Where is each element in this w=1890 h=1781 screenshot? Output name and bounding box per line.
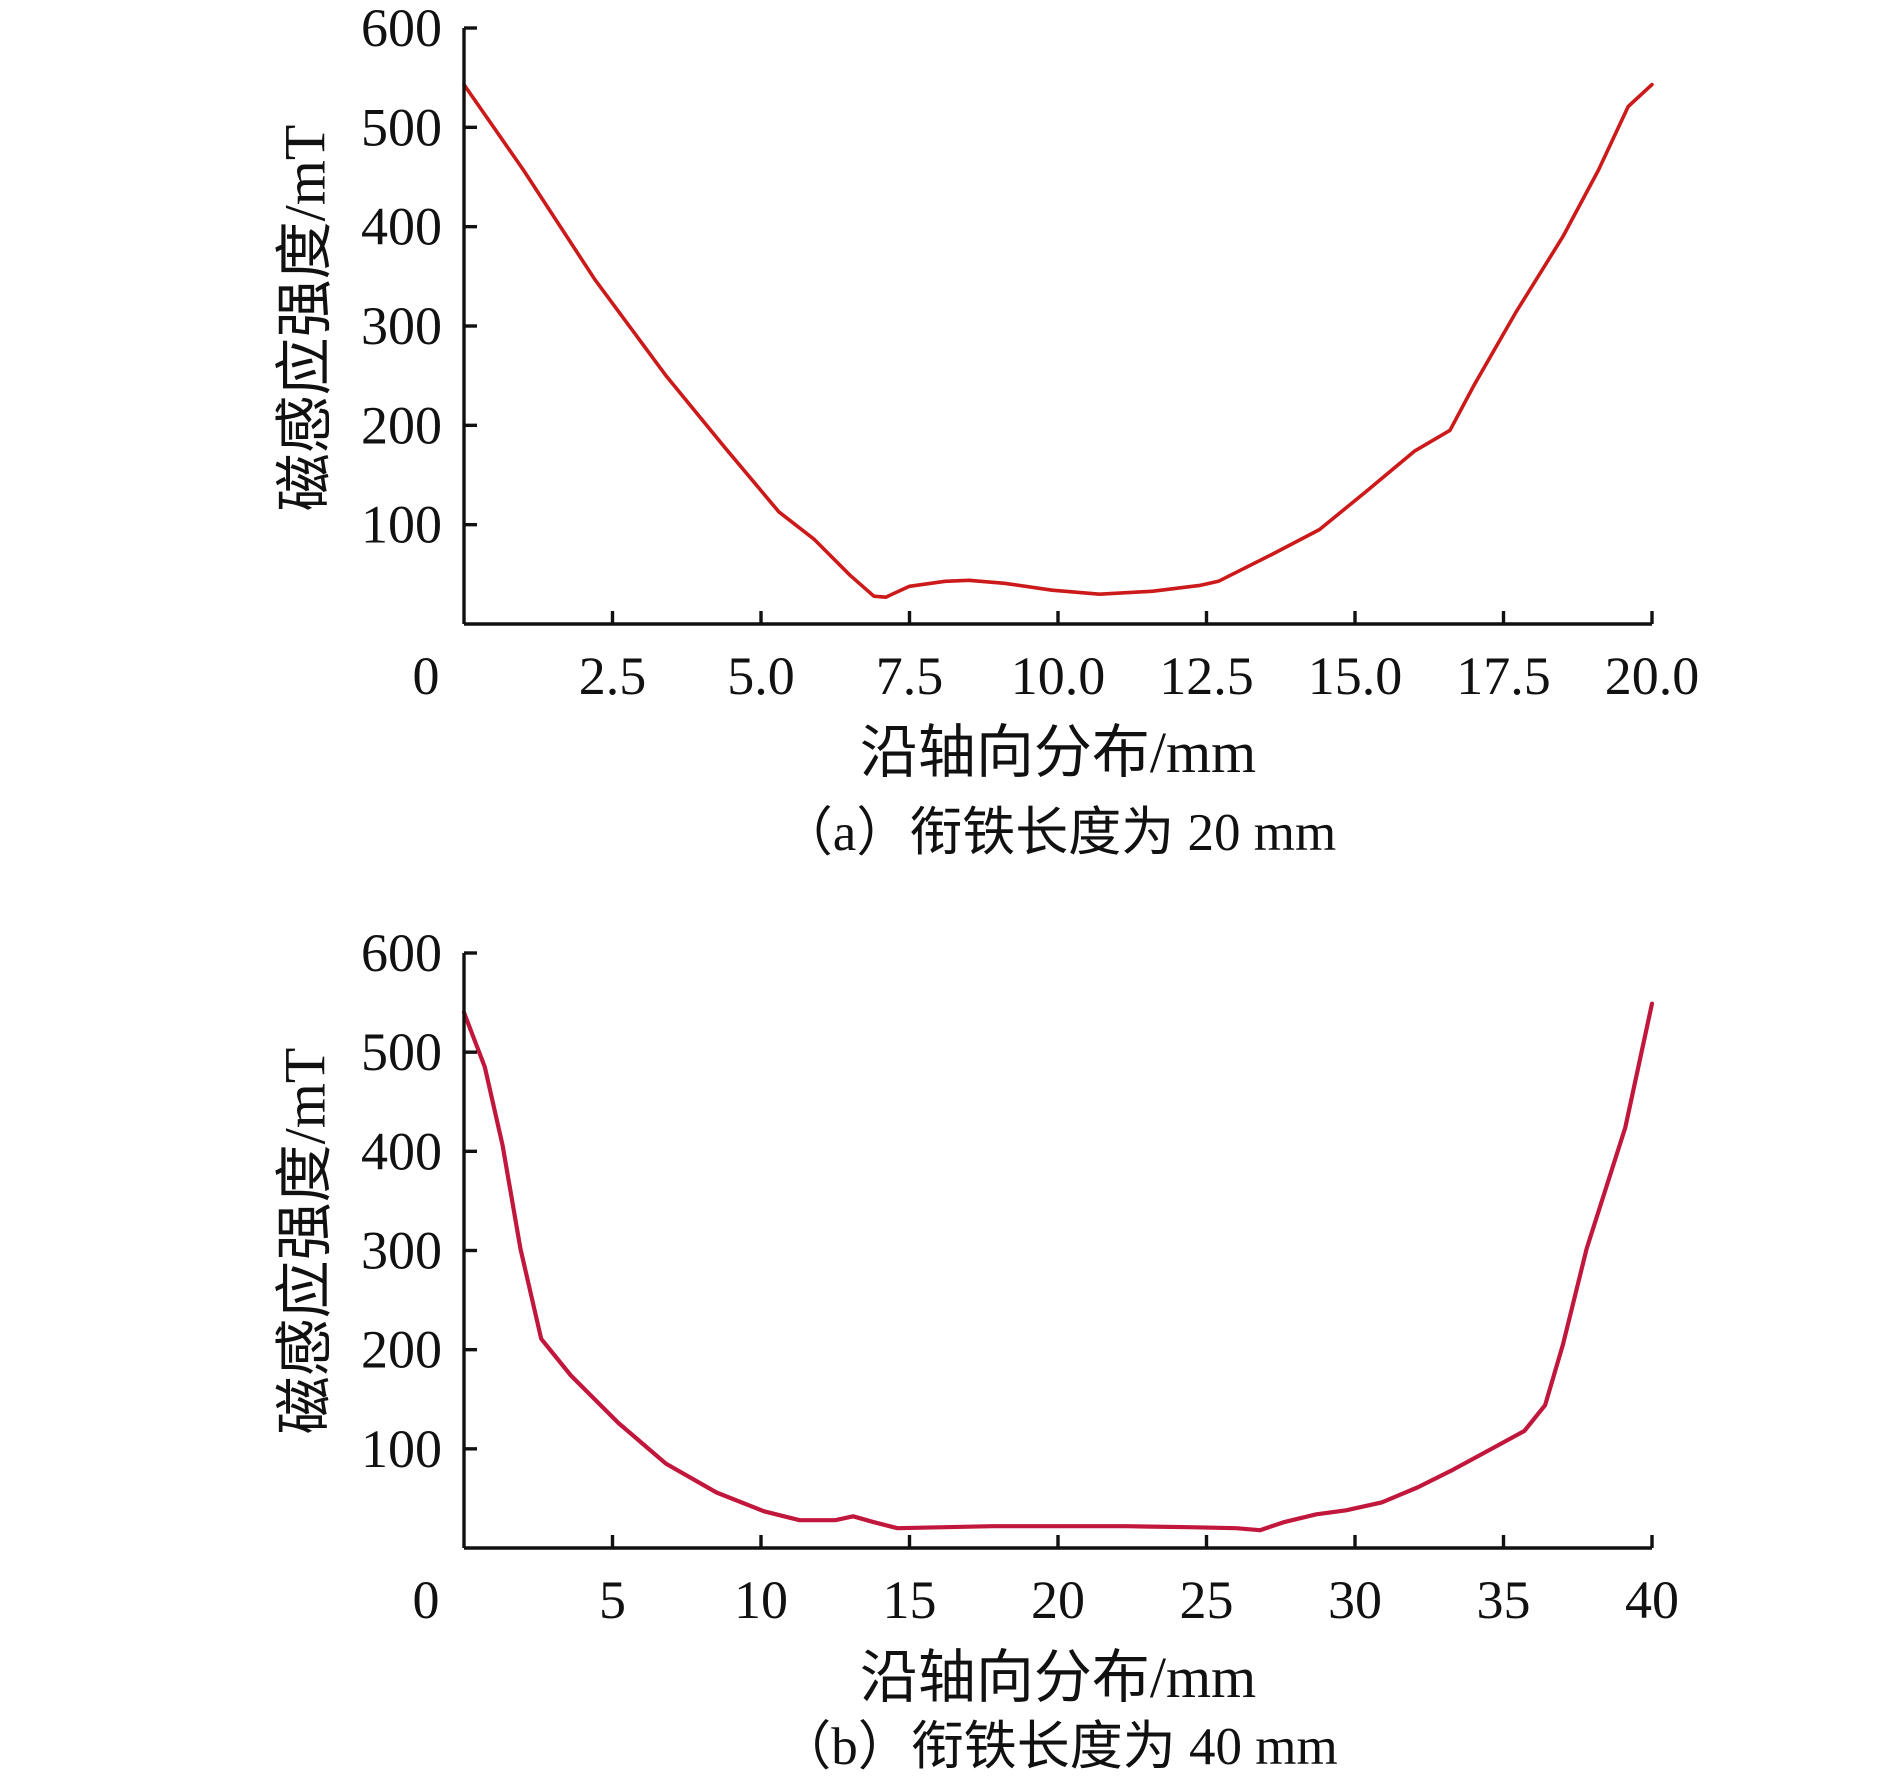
- y-tick-label: 200: [361, 1320, 442, 1380]
- x-tick-label: 5: [599, 1570, 626, 1630]
- y-tick-label: 500: [361, 97, 442, 157]
- x-tick-label: 20: [1031, 1570, 1085, 1630]
- x-tick-label: 10: [734, 1570, 788, 1630]
- x-tick-label: 15: [883, 1570, 937, 1630]
- x-tick-label: 5.0: [727, 646, 795, 706]
- plot-area-a: 100 200 300 400 500 600 2.5 5.0 7.5 10.0 12.5 15.0 1…: [361, 0, 1699, 706]
- y-tick-label: 400: [361, 197, 442, 257]
- x-tick-label: 10.0: [1011, 646, 1106, 706]
- x-tick-label: 40: [1625, 1570, 1679, 1630]
- y-tick-label: 600: [361, 0, 442, 58]
- y-tick-label: 300: [361, 1221, 442, 1281]
- x-tick-label: 12.5: [1159, 646, 1254, 706]
- x-tick-label: 17.5: [1456, 646, 1551, 706]
- y-tick-label: 300: [361, 296, 442, 356]
- subfigure-caption: （b）衔铁长度为 40 mm: [778, 1718, 1337, 1776]
- x-tick-label: 15.0: [1308, 646, 1403, 706]
- origin-label: 0: [413, 1570, 440, 1630]
- y-tick-label: 100: [361, 1419, 442, 1479]
- x-tick-label: 25: [1180, 1570, 1234, 1630]
- y-axis-title: 磁感应强度/mT: [273, 1048, 338, 1435]
- x-tick-label: 35: [1477, 1570, 1531, 1630]
- x-tick-label: 7.5: [876, 646, 944, 706]
- series-line: [462, 82, 1654, 600]
- y-tick-label: 600: [361, 923, 442, 983]
- subfigure-caption: （a）衔铁长度为 20 mm: [780, 804, 1336, 862]
- y-tick-label: 400: [361, 1121, 442, 1181]
- x-axis-title: 沿轴向分布/mm: [860, 1645, 1256, 1710]
- y-tick-label: 500: [361, 1022, 442, 1082]
- y-tick-label: 100: [361, 495, 442, 555]
- y-tick-label: 200: [361, 395, 442, 455]
- x-tick-label: 2.5: [579, 646, 647, 706]
- origin-label: 0: [413, 646, 440, 706]
- series-line: [461, 1001, 1655, 1533]
- y-axis-title: 磁感应强度/mT: [273, 125, 338, 512]
- x-tick-label: 20.0: [1605, 646, 1700, 706]
- x-tick-label: 30: [1328, 1570, 1382, 1630]
- chart-a: 100 200 300 400 500 600 2.5 5.0 7.5 10.0 12.5 15.0 1…: [273, 0, 1700, 862]
- x-axis-title: 沿轴向分布/mm: [860, 720, 1256, 785]
